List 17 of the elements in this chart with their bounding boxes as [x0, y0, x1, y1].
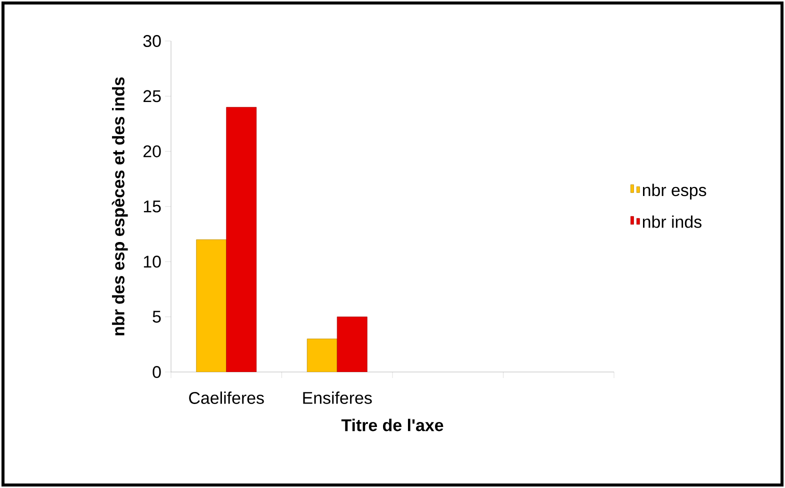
legend-label: nbr esps	[642, 184, 706, 200]
y-tick-label: 15	[144, 200, 161, 212]
y-tick-label: 10	[144, 256, 161, 268]
bar	[306, 338, 338, 372]
x-tick-label: Ensiferes	[303, 392, 372, 404]
x-tick-label: Caeliferes	[189, 392, 264, 404]
y-tick-label: 30	[143, 35, 161, 47]
y-tick-label: 20	[144, 145, 161, 158]
bar	[226, 106, 257, 372]
y-tick-label: 5	[152, 310, 161, 323]
y-tick-label: 0	[152, 366, 161, 378]
y-axis-title: nbr des esp espèces et des inds	[112, 77, 128, 336]
bar	[196, 239, 227, 372]
y-tick-label: 25	[144, 90, 161, 102]
x-axis-title: Titre de l'axe	[341, 418, 444, 432]
legend-label: nbr inds	[642, 215, 702, 228]
bar	[336, 316, 368, 372]
